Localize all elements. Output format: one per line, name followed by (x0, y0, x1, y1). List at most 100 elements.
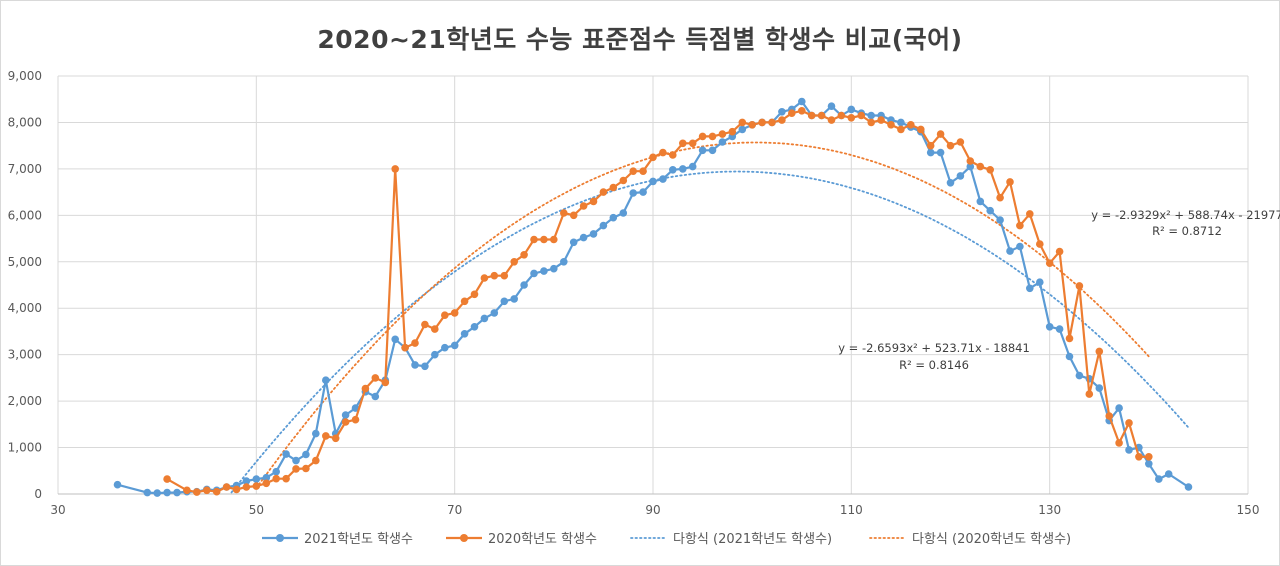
data-point (183, 486, 191, 495)
data-point (629, 167, 637, 175)
data-point (936, 130, 945, 138)
data-point (986, 206, 994, 215)
data-point (718, 130, 727, 138)
data-point (500, 271, 509, 280)
data-point (1026, 284, 1034, 293)
data-point (500, 297, 509, 306)
data-point (579, 202, 588, 210)
data-point (1045, 259, 1054, 268)
data-point (1095, 347, 1104, 356)
data-point (1075, 371, 1084, 380)
data-point (1125, 446, 1133, 454)
data-point (1095, 384, 1104, 392)
data-point (1164, 470, 1173, 478)
y-tick-label: 1,000 (8, 441, 42, 455)
legend: 2021학년도 학생수 2020학년도 학생수 다항식 (2021학년도 학생수) 다… (262, 532, 1071, 547)
data-point (1075, 282, 1084, 290)
data-point (708, 132, 717, 141)
data-point (351, 415, 360, 424)
data-point (936, 148, 945, 157)
data-point (639, 188, 647, 196)
data-point (550, 235, 558, 244)
data-point (331, 434, 340, 443)
data-point (371, 374, 380, 382)
data-point (480, 274, 489, 282)
data-point (827, 116, 836, 124)
data-point (817, 111, 826, 120)
data-point (798, 107, 806, 115)
y-tick-label: 2,000 (8, 394, 42, 408)
data-point (649, 153, 657, 162)
data-point (252, 475, 261, 483)
data-point (1055, 325, 1064, 333)
chart-title: 2020~21학년도 수능 표준점수 득점별 학생수 비교(국어) (317, 25, 963, 54)
data-point (946, 179, 955, 187)
data-point (1145, 460, 1153, 468)
data-point (272, 474, 281, 483)
data-point (312, 429, 320, 438)
data-point (669, 151, 677, 159)
data-point (609, 183, 618, 192)
x-tick-label: 50 (249, 503, 264, 517)
data-point (599, 221, 608, 230)
data-point (262, 479, 271, 488)
y-tick-label: 0 (34, 487, 42, 501)
data-point (530, 269, 538, 278)
data-point (322, 376, 330, 385)
data-point (480, 314, 489, 323)
data-point (738, 125, 747, 134)
legend-item-3: 다항식 (2021학년도 학생수) (630, 532, 832, 547)
data-point (976, 162, 985, 171)
data-point (1105, 412, 1113, 420)
data-point (619, 209, 628, 217)
trendline-2 (255, 141, 1150, 490)
data-point (926, 148, 935, 157)
data-point (341, 411, 350, 419)
data-point (460, 297, 469, 306)
data-point (431, 325, 439, 333)
data-point (778, 116, 786, 124)
y-tick-label: 7,000 (8, 162, 42, 176)
data-point (728, 127, 737, 136)
data-point (1065, 334, 1074, 343)
data-point (827, 102, 836, 110)
data-point (272, 467, 281, 476)
data-point (401, 343, 409, 352)
series-line (117, 100, 1190, 495)
data-point (758, 118, 766, 127)
y-tick-label: 8,000 (8, 115, 42, 129)
data-point (312, 456, 320, 465)
data-point (669, 166, 677, 174)
data-point (688, 162, 697, 171)
data-point (946, 141, 955, 150)
data-point (540, 235, 548, 244)
data-point (490, 271, 499, 280)
data-point (302, 450, 310, 459)
y-tick-label: 5,000 (8, 255, 42, 269)
data-point (242, 477, 251, 485)
legend-label: 다항식 (2020학년도 학생수) (912, 532, 1071, 547)
data-point (391, 165, 400, 173)
legend-item-2: 2020학년도 학생수 (446, 532, 597, 547)
x-tick-label: 110 (840, 503, 863, 517)
data-point (877, 116, 885, 124)
data-point (1036, 240, 1044, 248)
data-point (609, 213, 618, 222)
data-point (391, 335, 400, 344)
data-point (768, 118, 776, 127)
data-point (351, 404, 360, 412)
legend-swatch-marker (460, 534, 468, 542)
data-point (639, 167, 647, 175)
data-point (897, 118, 905, 127)
legend-swatch-marker (276, 534, 284, 542)
data-point (1115, 404, 1123, 412)
data-point (441, 311, 449, 320)
data-point (679, 139, 687, 148)
data-point (411, 339, 419, 347)
data-point (411, 361, 419, 369)
data-point (1006, 178, 1014, 186)
data-point (302, 464, 310, 473)
data-point (966, 157, 975, 165)
data-point (431, 350, 439, 359)
data-point (421, 362, 429, 371)
